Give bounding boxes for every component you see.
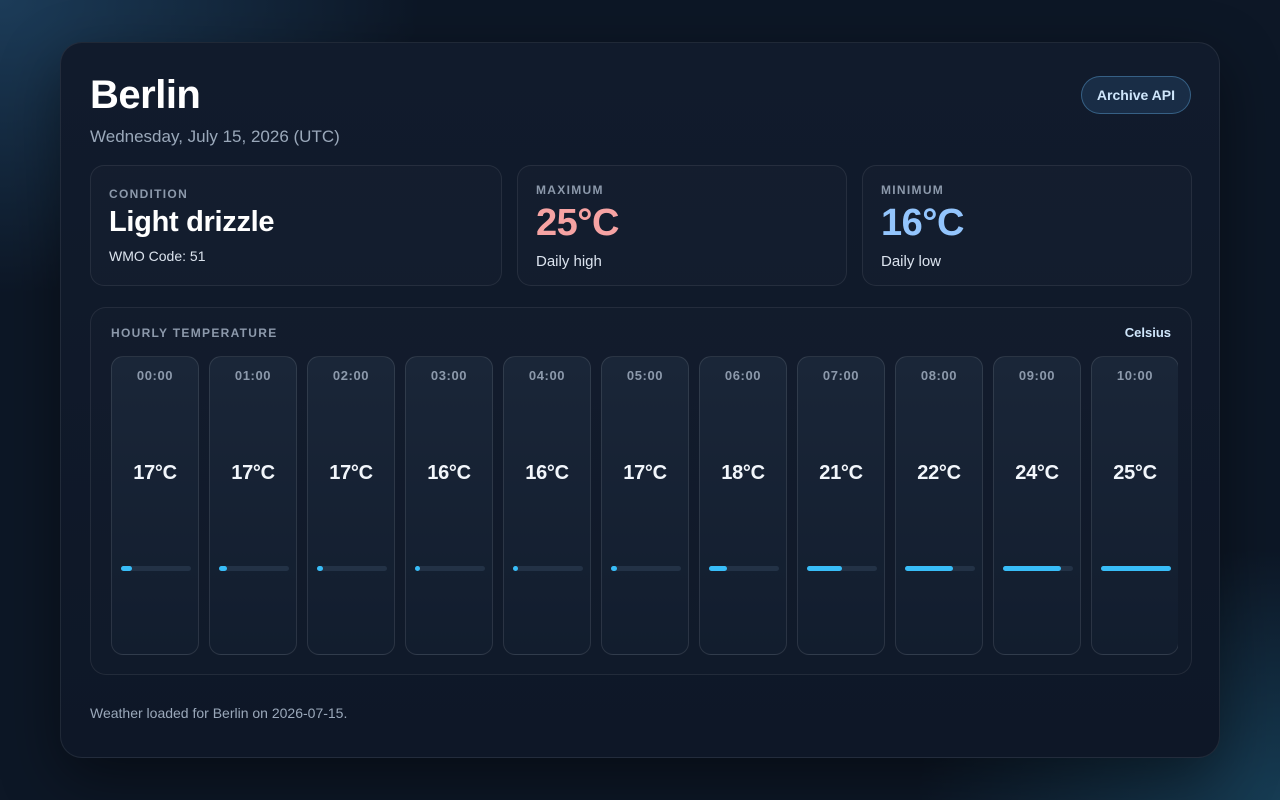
condition-value: Light drizzle	[109, 206, 275, 238]
maximum-label: MAXIMUM	[536, 183, 604, 197]
maximum-sub: Daily high	[536, 253, 602, 270]
hour-time: 02:00	[332, 368, 370, 383]
hour-temp: 16°C	[525, 462, 569, 484]
weather-card: Berlin Wednesday, July 15, 2026 (UTC) Ar…	[60, 42, 1220, 758]
hour-tile: 09:00 24°C	[993, 356, 1081, 655]
archive-api-button[interactable]: Archive API	[1080, 76, 1191, 114]
hour-tile: 08:00 22°C	[895, 356, 983, 655]
temp-bar-fill	[709, 566, 727, 571]
minimum-label: MINIMUM	[881, 183, 945, 197]
hour-time: 01:00	[234, 368, 272, 383]
minimum-sub: Daily low	[881, 253, 942, 270]
unit-toggle[interactable]: Celsius	[1124, 325, 1171, 340]
city-title: Berlin	[90, 73, 201, 117]
wmo-code: WMO Code: 51	[109, 248, 206, 264]
hour-temp: 16°C	[427, 462, 471, 484]
temp-bar-fill	[121, 566, 132, 571]
temp-bar-fill	[415, 566, 420, 571]
minimum-card: MINIMUM 16°C Daily low	[862, 165, 1192, 286]
temp-bar	[219, 566, 289, 571]
condition-card: CONDITION Light drizzle WMO Code: 51	[90, 165, 502, 286]
temp-bar-fill	[317, 566, 323, 571]
temp-bar-fill	[219, 566, 227, 571]
minimum-value: 16°C	[881, 202, 964, 244]
hour-tile: 01:00 17°C	[209, 356, 297, 655]
temp-bar-fill	[1101, 566, 1171, 571]
temp-bar-fill	[807, 566, 842, 571]
condition-label: CONDITION	[109, 187, 189, 201]
hour-time: 05:00	[626, 368, 664, 383]
maximum-card: MAXIMUM 25°C Daily high	[517, 165, 847, 286]
hour-temp: 18°C	[721, 462, 765, 484]
hour-temp: 22°C	[917, 462, 961, 484]
hourly-track[interactable]: 00:00 17°C 01:00 17°C 02:00 17°C 03:00 16°C 04:0…	[111, 356, 1178, 656]
maximum-value: 25°C	[536, 202, 619, 244]
hour-tile: 03:00 16°C	[405, 356, 493, 655]
temp-bar	[317, 566, 387, 571]
hour-time: 09:00	[1018, 368, 1056, 383]
hour-tile: 07:00 21°C	[797, 356, 885, 655]
hour-tile: 00:00 17°C	[111, 356, 199, 655]
hour-temp: 17°C	[329, 462, 373, 484]
hour-tile: 04:00 16°C	[503, 356, 591, 655]
hour-tile: 06:00 18°C	[699, 356, 787, 655]
temp-bar-fill	[611, 566, 617, 571]
temp-bar	[905, 566, 975, 571]
status-message: Weather loaded for Berlin on 2026-07-15.	[90, 705, 348, 721]
hour-temp: 21°C	[819, 462, 863, 484]
hour-tile: 10:00 25°C	[1091, 356, 1178, 655]
temp-bar-fill	[1003, 566, 1061, 571]
hourly-title: HOURLY TEMPERATURE	[111, 326, 278, 340]
hour-tile: 02:00 17°C	[307, 356, 395, 655]
hour-time: 08:00	[920, 368, 958, 383]
hour-time: 04:00	[528, 368, 566, 383]
temp-bar-fill	[905, 566, 953, 571]
temp-bar	[513, 566, 583, 571]
hour-time: 03:00	[430, 368, 468, 383]
hour-temp: 17°C	[133, 462, 177, 484]
temp-bar	[611, 566, 681, 571]
hour-tile: 05:00 17°C	[601, 356, 689, 655]
hour-time: 06:00	[724, 368, 762, 383]
temp-bar	[709, 566, 779, 571]
hour-temp: 25°C	[1113, 462, 1157, 484]
hour-temp: 17°C	[623, 462, 667, 484]
date-label: Wednesday, July 15, 2026 (UTC)	[90, 127, 340, 146]
hour-temp: 17°C	[231, 462, 275, 484]
hourly-panel: HOURLY TEMPERATURE Celsius 00:00 17°C 01:0…	[90, 307, 1192, 675]
temp-bar	[121, 566, 191, 571]
temp-bar	[415, 566, 485, 571]
hour-time: 10:00	[1116, 368, 1154, 383]
temp-bar	[1003, 566, 1073, 571]
hour-temp: 24°C	[1015, 462, 1059, 484]
hour-time: 00:00	[136, 368, 174, 383]
temp-bar	[807, 566, 877, 571]
temp-bar-fill	[513, 566, 518, 571]
temp-bar	[1101, 566, 1171, 571]
hour-time: 07:00	[822, 368, 860, 383]
